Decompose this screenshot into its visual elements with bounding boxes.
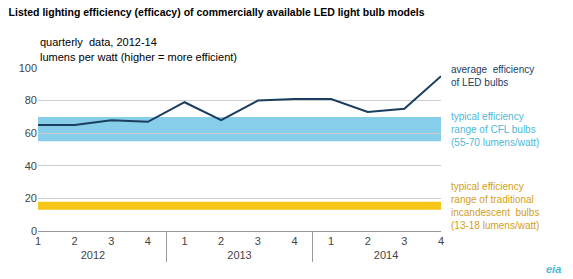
svg-text:3: 3 [401, 235, 407, 247]
svg-text:100: 100 [19, 62, 37, 74]
svg-text:eia: eia [546, 263, 561, 275]
svg-text:lumens per watt (higher = more: lumens per watt (higher = more efficient… [40, 51, 237, 63]
svg-text:typical efficiencyrange of CFL: typical efficiencyrange of CFL bulbs(55-… [451, 111, 539, 148]
svg-text:2012: 2012 [81, 249, 105, 261]
svg-text:4: 4 [291, 235, 297, 247]
svg-text:2: 2 [218, 235, 224, 247]
svg-text:3: 3 [255, 235, 261, 247]
svg-text:2: 2 [72, 235, 78, 247]
svg-text:3: 3 [108, 235, 114, 247]
svg-text:1: 1 [328, 235, 334, 247]
svg-text:60: 60 [25, 127, 37, 139]
svg-text:typical efficiencyrange of tra: typical efficiencyrange of traditionalin… [451, 181, 539, 231]
svg-text:quarterly data, 2012-14: quarterly data, 2012-14 [40, 36, 157, 48]
svg-text:80: 80 [25, 94, 37, 106]
svg-text:2014: 2014 [374, 249, 398, 261]
svg-text:0: 0 [31, 225, 37, 237]
svg-text:average efficiencyof LED bulb: average efficiencyof LED bulbs [451, 64, 534, 88]
svg-text:20: 20 [25, 192, 37, 204]
svg-text:2: 2 [365, 235, 371, 247]
svg-text:1: 1 [181, 235, 187, 247]
svg-text:2013: 2013 [227, 249, 251, 261]
svg-text:1: 1 [35, 235, 41, 247]
svg-text:4: 4 [438, 235, 444, 247]
svg-text:4: 4 [145, 235, 151, 247]
svg-text:Listed lighting efficiency (ef: Listed lighting efficiency (efficacy) of… [9, 6, 425, 18]
svg-text:40: 40 [25, 160, 37, 172]
